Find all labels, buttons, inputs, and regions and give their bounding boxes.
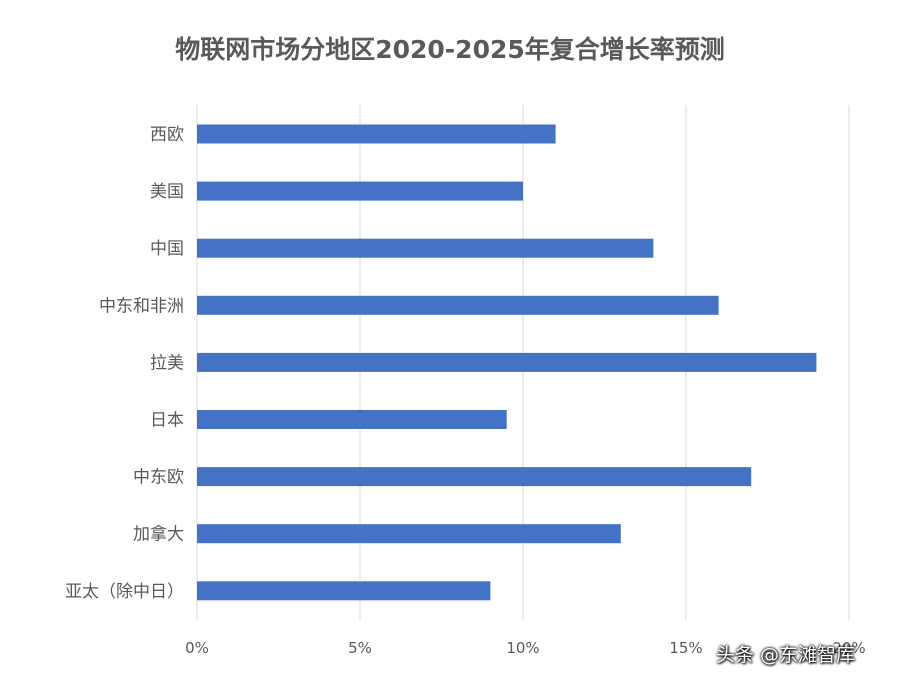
bar xyxy=(197,238,654,258)
bar xyxy=(197,181,523,201)
category-label: 中国 xyxy=(150,239,184,259)
category-label: 美国 xyxy=(150,182,184,202)
chart-title: 物联网市场分地区2020-2025年复合增长率预测 xyxy=(175,35,725,64)
category-label: 中东和非洲 xyxy=(99,296,184,316)
bar xyxy=(197,467,752,487)
x-tick-label: 20% xyxy=(832,639,865,657)
x-tick-label: 5% xyxy=(348,639,372,657)
bar xyxy=(197,352,817,372)
category-label: 中东欧 xyxy=(133,468,184,488)
bar xyxy=(197,581,491,601)
bars xyxy=(197,124,817,601)
category-label: 亚太（除中日） xyxy=(65,582,184,602)
bar xyxy=(197,410,507,429)
category-label: 拉美 xyxy=(150,353,184,373)
category-label: 日本 xyxy=(150,411,184,431)
x-tick-label: 10% xyxy=(506,639,539,657)
watermark: 头条 @东滩智库 xyxy=(716,644,856,666)
category-label: 加拿大 xyxy=(133,524,184,545)
x-tick-labels: 0% 5% 10% 15% 20% xyxy=(185,639,866,657)
x-tick-label: 15% xyxy=(669,639,702,657)
bar xyxy=(197,124,556,144)
bar xyxy=(197,524,621,544)
category-label: 西欧 xyxy=(150,125,184,145)
x-tick-label: 0% xyxy=(185,639,209,657)
bar xyxy=(197,295,719,315)
